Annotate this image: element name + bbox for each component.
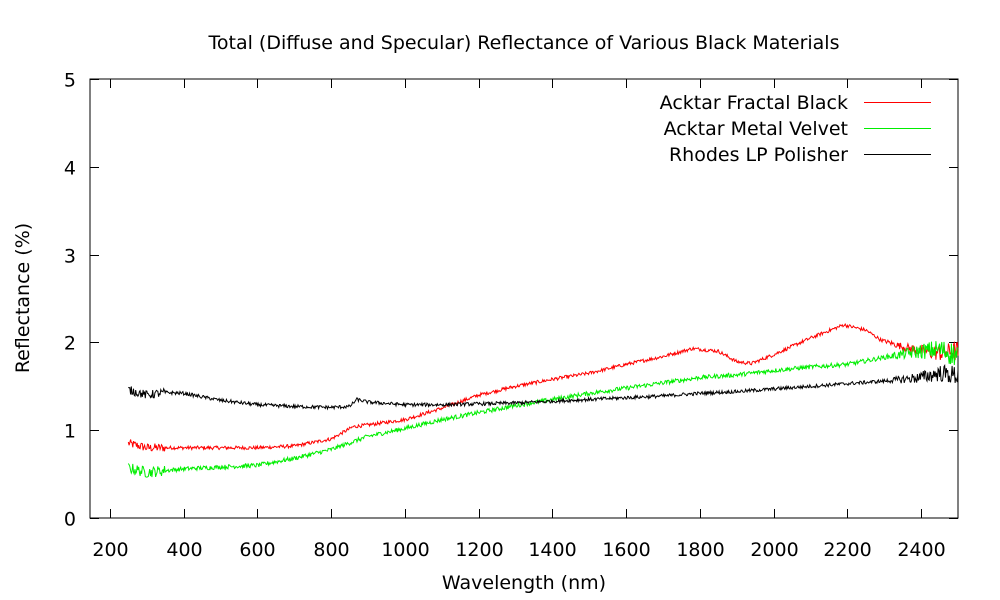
series-line-1 [127, 341, 959, 478]
y-tick-label: 2 [64, 333, 76, 355]
chart-title: Total (Diffuse and Specular) Reflectance… [208, 32, 840, 54]
legend-label: Acktar Metal Velvet [664, 118, 848, 140]
x-tick-label: 2000 [750, 539, 798, 561]
series-line-2 [128, 364, 959, 411]
x-axis: 200 400 600 800 1000 1200 1400 1600 1800 2000 2200… [92, 79, 946, 561]
legend-label: Acktar Fractal Black [660, 92, 848, 114]
y-tick-label: 5 [64, 70, 76, 92]
x-tick-label: 800 [313, 539, 349, 561]
y-tick-label: 4 [64, 158, 76, 180]
x-tick-label: 1000 [381, 539, 429, 561]
y-tick-label: 1 [64, 421, 76, 443]
legend: Acktar Fractal Black Acktar Metal Velvet R… [660, 92, 931, 166]
y-axis-title: Reflectance (%) [12, 223, 34, 373]
x-axis-title: Wavelength (nm) [442, 572, 606, 594]
y-tick-label: 3 [64, 246, 76, 268]
x-tick-label: 1600 [602, 539, 650, 561]
x-tick-label: 2400 [897, 539, 945, 561]
legend-label: Rhodes LP Polisher [669, 144, 848, 166]
y-tick-label: 0 [64, 509, 76, 531]
x-tick-label: 200 [92, 539, 128, 561]
plot-border [89, 78, 959, 519]
x-tick-label: 400 [166, 539, 202, 561]
x-tick-label: 1400 [528, 539, 576, 561]
plot-frame [89, 78, 959, 519]
x-tick-label: 1200 [455, 539, 503, 561]
x-tick-label: 2200 [823, 539, 871, 561]
x-tick-label: 1800 [676, 539, 724, 561]
y-axis: 0 1 2 3 4 5 [64, 70, 958, 531]
series-line-0 [127, 323, 959, 452]
series-layer [127, 323, 959, 478]
x-tick-label: 600 [239, 539, 275, 561]
